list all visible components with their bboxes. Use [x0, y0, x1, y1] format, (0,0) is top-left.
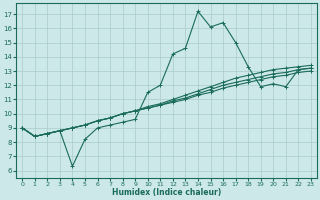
X-axis label: Humidex (Indice chaleur): Humidex (Indice chaleur): [112, 188, 221, 197]
